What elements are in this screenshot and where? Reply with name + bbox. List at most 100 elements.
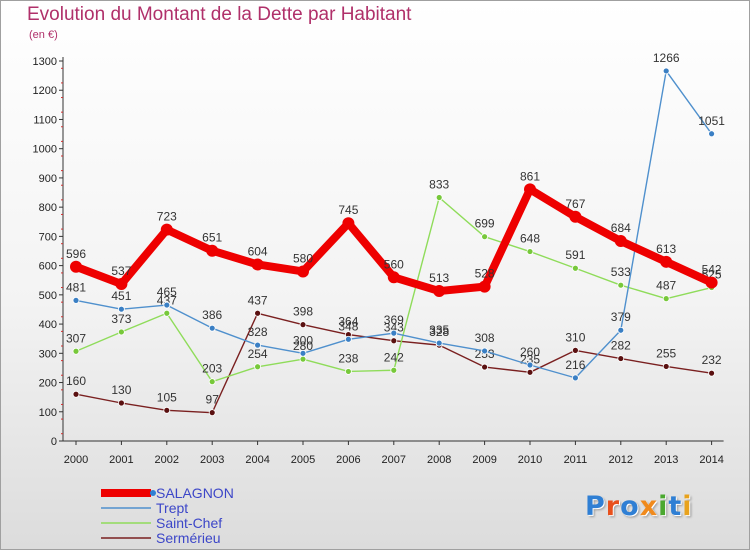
- data-label-serm-rieu: 255: [656, 346, 676, 360]
- data-label-trept: 451: [111, 289, 131, 303]
- data-point-salagnon: [297, 265, 309, 278]
- y-tick-label: 500: [39, 290, 57, 302]
- data-label-salagnon: 767: [565, 197, 585, 211]
- data-point-saint-chef: [72, 347, 80, 355]
- data-label-trept: 300: [293, 333, 313, 347]
- data-point-salagnon: [342, 217, 355, 230]
- data-point-serm-rieu: [118, 399, 125, 407]
- data-label-trept: 465: [157, 285, 177, 299]
- x-tick-label: 2001: [109, 454, 133, 466]
- y-tick-label: 1200: [33, 85, 57, 97]
- data-point-salagnon: [160, 223, 173, 236]
- data-point-salagnon: [433, 285, 446, 298]
- y-tick-label: 1000: [33, 144, 57, 156]
- data-label-saint-chef: 254: [248, 347, 268, 361]
- data-label-trept: 216: [565, 358, 585, 372]
- data-label-salagnon: 542: [702, 263, 722, 277]
- data-point-saint-chef: [526, 248, 534, 255]
- data-point-serm-rieu: [208, 409, 216, 417]
- logo-letter: i: [682, 491, 693, 522]
- data-point-trept: [435, 339, 443, 347]
- data-label-trept: 379: [611, 310, 631, 324]
- data-label-serm-rieu: 328: [429, 325, 449, 339]
- data-label-trept: 386: [202, 308, 222, 322]
- data-point-salagnon: [206, 244, 219, 257]
- data-label-salagnon: 604: [248, 244, 268, 258]
- x-tick-label: 2005: [291, 454, 315, 466]
- data-point-saint-chef: [481, 233, 489, 241]
- data-point-salagnon: [705, 276, 718, 289]
- legend-marker-salagnon: [150, 490, 156, 496]
- data-label-saint-chef: 699: [475, 217, 495, 231]
- data-point-trept: [299, 349, 307, 357]
- data-point-serm-rieu: [163, 406, 171, 414]
- data-label-salagnon: 580: [293, 251, 313, 265]
- data-point-salagnon: [478, 280, 491, 293]
- x-tick-label: 2006: [336, 454, 360, 466]
- data-point-salagnon: [70, 260, 82, 273]
- data-point-serm-rieu: [72, 390, 80, 398]
- x-tick-label: 2002: [155, 454, 179, 466]
- y-tick-label: 1100: [33, 114, 57, 126]
- data-label-trept: 1051: [698, 114, 725, 128]
- data-label-salagnon: 528: [475, 267, 495, 281]
- data-label-salagnon: 560: [384, 257, 404, 271]
- data-point-serm-rieu: [662, 363, 670, 370]
- y-tick-label: 100: [39, 407, 57, 419]
- data-point-salagnon: [115, 278, 128, 291]
- data-label-serm-rieu: 282: [611, 339, 631, 353]
- data-label-serm-rieu: 130: [111, 383, 131, 397]
- data-point-salagnon: [660, 255, 673, 268]
- data-point-saint-chef: [344, 368, 352, 375]
- data-label-serm-rieu: 310: [565, 330, 585, 344]
- y-tick-label: 1300: [33, 56, 57, 68]
- y-tick-label: 300: [39, 348, 57, 360]
- data-point-saint-chef: [572, 264, 579, 272]
- data-label-salagnon: 861: [520, 169, 540, 183]
- data-label-serm-rieu: 437: [248, 293, 268, 307]
- data-label-serm-rieu: 398: [293, 305, 313, 319]
- data-label-saint-chef: 487: [656, 279, 676, 293]
- data-label-trept: 308: [475, 331, 495, 345]
- data-label-saint-chef: 242: [384, 350, 404, 364]
- proxiti-logo: Proxiti: [585, 491, 693, 522]
- x-tick-label: 2011: [564, 454, 588, 466]
- y-tick-label: 600: [39, 261, 57, 273]
- data-point-serm-rieu: [299, 321, 307, 329]
- y-tick-label: 400: [39, 319, 57, 331]
- unit-label: (en €): [29, 29, 58, 41]
- data-point-saint-chef: [299, 355, 307, 363]
- data-label-salagnon: 684: [611, 221, 631, 235]
- y-tick-label: 200: [39, 378, 57, 390]
- legend-label-trept: Trept: [156, 500, 188, 516]
- x-tick-label: 2009: [472, 454, 496, 466]
- data-label-saint-chef: 648: [520, 232, 540, 246]
- data-label-trept: 369: [384, 313, 404, 327]
- y-tick-label: 700: [39, 231, 57, 243]
- x-tick-label: 2004: [245, 454, 269, 466]
- data-label-salagnon: 513: [429, 271, 449, 285]
- data-point-saint-chef: [163, 309, 171, 317]
- data-label-saint-chef: 238: [338, 351, 358, 365]
- data-label-saint-chef: 533: [611, 265, 631, 279]
- logo-letter: x: [639, 491, 659, 522]
- data-label-saint-chef: 437: [157, 293, 177, 307]
- data-point-salagnon: [524, 183, 536, 196]
- x-tick-label: 2008: [427, 454, 451, 466]
- data-point-saint-chef: [662, 295, 670, 303]
- x-tick-label: 2010: [518, 454, 542, 466]
- data-point-trept: [254, 341, 262, 349]
- data-label-serm-rieu: 343: [384, 321, 404, 335]
- data-point-serm-rieu: [526, 368, 534, 376]
- data-point-saint-chef: [254, 363, 262, 371]
- data-point-saint-chef: [435, 194, 443, 201]
- data-label-saint-chef: 307: [66, 331, 86, 345]
- data-point-trept: [118, 305, 125, 313]
- x-tick-label: 2003: [200, 454, 224, 466]
- data-point-serm-rieu: [708, 369, 715, 377]
- data-point-trept: [526, 361, 534, 369]
- legend-label-salagnon: SALAGNON: [156, 485, 234, 501]
- data-point-salagnon: [387, 271, 400, 284]
- logo-letter: r: [605, 491, 621, 522]
